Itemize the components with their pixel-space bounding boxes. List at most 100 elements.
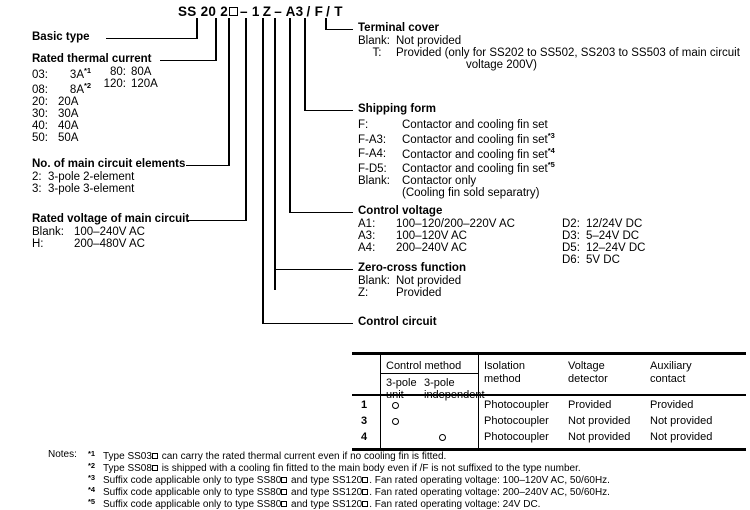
item-value: Not provided bbox=[396, 35, 462, 47]
item-value: 20A bbox=[58, 95, 79, 108]
item-code: D5: bbox=[562, 242, 580, 254]
item-code: 3: bbox=[32, 183, 42, 195]
shipping-form-list: F: Contactor and cooling fin set F-A3: Con… bbox=[358, 116, 555, 199]
leader-hline-shipping-form bbox=[304, 109, 353, 111]
square-placeholder-icon bbox=[281, 488, 288, 495]
note-text-mid: and type SS120 bbox=[288, 475, 363, 486]
code-segment-rated-current: 20 bbox=[200, 4, 217, 19]
item-note: *1 bbox=[84, 66, 92, 75]
note-text: Suffix code applicable only to type SS80… bbox=[103, 499, 540, 510]
leader-hline-control-voltage bbox=[289, 211, 353, 213]
note-text-post: is shipped with a cooling fin fitted to … bbox=[158, 463, 581, 474]
table-cell-isolation: Photocoupler bbox=[484, 399, 549, 411]
note-text-pre: Suffix code applicable only to type SS80 bbox=[103, 475, 282, 486]
item-value: Contactor and cooling fin set bbox=[402, 148, 548, 161]
item-value: voltage 200V) bbox=[466, 59, 537, 71]
item-code: Blank: bbox=[358, 175, 390, 188]
list-item: T: Provided (only for SS202 to SS502, SS2… bbox=[358, 47, 740, 59]
list-item-continuation: voltage 200V) bbox=[358, 59, 740, 71]
item-code: A3: bbox=[358, 230, 376, 242]
code-segment-basic-type: SS bbox=[178, 4, 197, 19]
table-subheader-3pole-independent-line1: 3-pole bbox=[424, 377, 455, 389]
label-zero-cross-function: Zero-cross function bbox=[358, 262, 466, 274]
table-cell-auxiliary-contact: Not provided bbox=[650, 431, 713, 443]
table-cell-voltage-detector: Not provided bbox=[568, 415, 631, 427]
label-control-voltage: Control voltage bbox=[358, 205, 443, 217]
table-cell-voltage-detector: Not provided bbox=[568, 431, 631, 443]
item-code: F-A3: bbox=[358, 133, 387, 146]
table-subheader-3pole-unit-line1: 3-pole bbox=[386, 377, 417, 389]
note-marker: *5 bbox=[88, 497, 96, 506]
item-code: 50: bbox=[32, 131, 48, 144]
item-value: 3-pole 3-element bbox=[48, 183, 135, 195]
item-code: F-D5: bbox=[358, 163, 387, 176]
item-note: *3 bbox=[547, 130, 555, 140]
list-item: A3: 100–120V AC bbox=[358, 230, 515, 242]
item-code: H: bbox=[32, 238, 44, 250]
item-code: 03: bbox=[32, 68, 48, 81]
list-item: A4: 200–240V AC bbox=[358, 242, 515, 254]
code-segment-shipping-form: / F bbox=[306, 4, 324, 19]
item-value: 120A bbox=[131, 78, 158, 90]
table-header-voltage-detector-line2: detector bbox=[568, 373, 608, 385]
note-text-mid: and type SS120 bbox=[288, 487, 363, 498]
list-item: 03: 3A*1 bbox=[32, 66, 91, 81]
list-item: Blank: 100–240V AC bbox=[32, 226, 145, 238]
square-placeholder-icon bbox=[151, 464, 158, 471]
table-vline-code bbox=[380, 352, 382, 450]
square-placeholder-icon bbox=[281, 500, 288, 507]
item-code: D2: bbox=[562, 218, 580, 230]
square-placeholder-icon bbox=[151, 452, 158, 459]
item-value: (Cooling fin sold separatry) bbox=[402, 187, 540, 200]
label-control-circuit: Control circuit bbox=[358, 316, 437, 328]
item-value: 80A bbox=[131, 66, 152, 78]
item-code: D3: bbox=[562, 230, 580, 242]
label-main-circuit-elements: No. of main circuit elements bbox=[32, 158, 186, 170]
table-row: 3 bbox=[361, 415, 368, 427]
leader-hline-control-circuit bbox=[262, 322, 353, 324]
control-voltage-col2: D2: 12/24V DC D3: 5–24V DC D5: 12–24V DC D6… bbox=[562, 218, 645, 266]
note-text-post: can carry the rated thermal current even… bbox=[158, 451, 447, 462]
list-item-continuation: (Cooling fin sold separatry) bbox=[358, 187, 555, 199]
item-value: 30A bbox=[58, 107, 79, 120]
note-text-post: . Fan rated operating voltage: 24V DC. bbox=[369, 499, 541, 510]
item-note: *5 bbox=[547, 160, 555, 170]
item-value: 8A bbox=[69, 83, 84, 96]
table-header-rule bbox=[352, 394, 746, 396]
table-hline-group-header bbox=[380, 373, 478, 375]
code-segment-terminal-cover: / T bbox=[326, 4, 343, 19]
leader-vline-main-elements bbox=[228, 18, 230, 166]
label-rated-thermal-current: Rated thermal current bbox=[32, 53, 152, 65]
leader-vline-terminal-cover bbox=[325, 18, 327, 30]
table-cell-voltage-detector: Provided bbox=[568, 399, 612, 411]
item-value: 3-pole 2-element bbox=[48, 171, 135, 183]
notes-label: Notes: bbox=[48, 449, 77, 460]
item-value: 5V DC bbox=[586, 254, 620, 266]
item-value: Contactor and cooling fin set bbox=[402, 163, 548, 176]
note-marker: *2 bbox=[88, 461, 96, 470]
item-value: 50A bbox=[58, 131, 79, 144]
leader-vline-control-voltage bbox=[289, 18, 291, 213]
leader-vline-rated-voltage bbox=[245, 18, 247, 221]
list-item: 3: 3-pole 3-element bbox=[32, 183, 134, 195]
table-cell-marker-3pole-unit bbox=[392, 402, 399, 409]
item-value: 12/24V DC bbox=[586, 218, 643, 230]
code-segment-voltage-box bbox=[229, 7, 239, 17]
list-item: D3: 5–24V DC bbox=[562, 230, 645, 242]
square-placeholder-icon bbox=[281, 476, 288, 483]
table-header-control-method: Control method bbox=[386, 360, 462, 372]
note-text-post: . Fan rated operating voltage: 100–120V … bbox=[369, 475, 610, 486]
note-text-post: . Fan rated operating voltage: 200–240V … bbox=[369, 487, 610, 498]
table-top-rule bbox=[352, 352, 746, 355]
item-code: 2: bbox=[32, 171, 42, 183]
rated-voltage-list: Blank: 100–240V AC H: 200–480V AC bbox=[32, 226, 145, 250]
item-value: Contactor and cooling fin set bbox=[402, 133, 548, 146]
item-value: Provided bbox=[396, 287, 442, 299]
item-value: 200–240V AC bbox=[396, 242, 467, 254]
table-header-isolation-line1: Isolation bbox=[484, 360, 525, 372]
rated-current-col1: 03: 3A*1 08: 8A*2 20: 20A 30: 30A 40: 40A 50:… bbox=[32, 66, 91, 144]
note-text: Type SS03 can carry the rated thermal cu… bbox=[103, 451, 446, 462]
terminal-cover-list: Blank: Not provided T: Provided (only for … bbox=[358, 35, 740, 71]
list-item: D5: 12–24V DC bbox=[562, 242, 645, 254]
code-segment-control-voltage: – A3 bbox=[274, 4, 304, 19]
